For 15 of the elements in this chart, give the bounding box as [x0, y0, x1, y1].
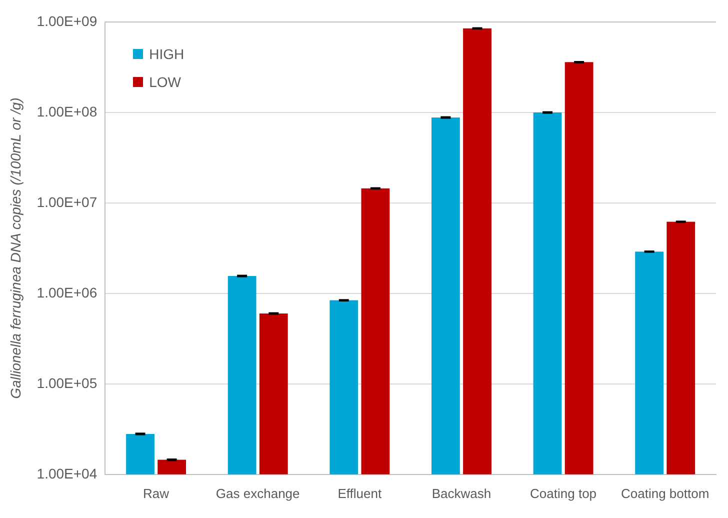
y-tick-label: 1.00E+09	[36, 12, 98, 29]
x-tick-label: Gas exchange	[216, 486, 300, 501]
x-tick-label: Coating bottom	[621, 486, 710, 501]
y-axis-title: Gallionella ferruginea DNA copies (/100mL or /g)	[7, 98, 24, 399]
x-tick-label: Effluent	[338, 486, 382, 501]
legend-label: LOW	[149, 74, 182, 90]
x-tick-label: Coating top	[530, 486, 597, 501]
y-tick-label: 1.00E+06	[36, 284, 98, 300]
y-tick-label: 1.00E+05	[36, 374, 98, 391]
x-tick-label: Backwash	[432, 486, 492, 501]
x-tick-label: Raw	[143, 486, 170, 501]
y-tick-label: 1.00E+08	[36, 103, 98, 120]
y-tick-label: 1.00E+04	[36, 465, 98, 482]
legend-label: HIGH	[149, 46, 184, 62]
y-tick-label: 1.00E+07	[36, 194, 98, 210]
